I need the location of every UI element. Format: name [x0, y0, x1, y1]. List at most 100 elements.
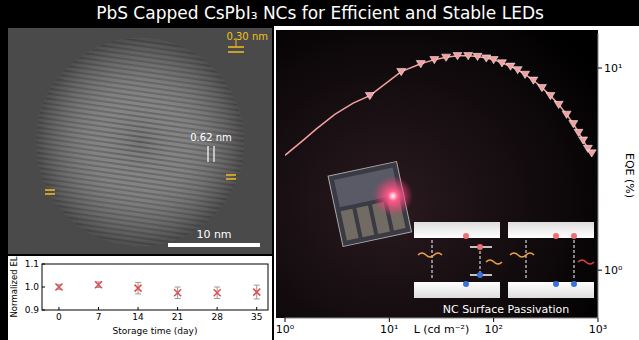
y-axis: [598, 33, 599, 318]
y-tick: [42, 264, 45, 265]
circle: [553, 233, 559, 239]
spacing-mark: [45, 193, 55, 195]
marker: [55, 284, 62, 291]
spacing-mark: [228, 51, 244, 53]
line: [175, 287, 181, 288]
marker: [430, 56, 439, 63]
line: [175, 298, 181, 299]
circle: [571, 233, 577, 239]
nanocrystal: [36, 38, 244, 246]
rect: [341, 209, 359, 241]
led-photo: [276, 30, 598, 318]
error-bar: [135, 282, 141, 294]
x-tick-label: 35: [251, 312, 262, 322]
rect: [508, 222, 594, 238]
x-tick-label: 10¹: [380, 323, 398, 336]
x-tick-label: 28: [211, 312, 223, 322]
circle: [477, 244, 483, 250]
y-tick-label: 10⁰: [604, 264, 623, 277]
marker: [529, 77, 538, 84]
marker: [464, 53, 473, 60]
spacing-mark: [228, 46, 244, 48]
line: [135, 282, 141, 283]
y-axis-title: Normalized EL: [9, 256, 19, 317]
marker: [546, 92, 555, 99]
plot-frame: [42, 264, 268, 310]
line: [432, 240, 433, 280]
spacing-mark: [226, 178, 236, 180]
x-axis-title: Storage time (day): [113, 326, 198, 336]
scale-bar-label: 10 nm: [196, 228, 231, 241]
x-tick: [256, 307, 257, 310]
band-diagram: [414, 222, 502, 298]
led-glow: [373, 176, 413, 216]
y-tick-label: 10¹: [604, 62, 622, 75]
marker: [569, 121, 578, 128]
marker: [513, 67, 522, 74]
spacing-mark: [226, 174, 236, 176]
spacing-mark: [207, 146, 208, 162]
circle: [463, 281, 469, 287]
marker: [521, 71, 530, 78]
x-axis: [285, 318, 598, 319]
x-tick-label: 0: [56, 312, 62, 322]
rect: [508, 282, 594, 298]
diagram-label: NC Surface Passivation: [443, 303, 570, 316]
path: [578, 260, 594, 264]
y-tick: [598, 68, 602, 69]
line: [526, 240, 527, 280]
error-bar: [214, 287, 220, 299]
marker: [442, 54, 451, 61]
x-tick: [138, 307, 139, 310]
marker: [482, 55, 491, 62]
marker: [587, 150, 596, 157]
scale-bar: [168, 243, 260, 247]
y-tick: [598, 270, 602, 271]
marker: [416, 61, 425, 68]
x-tick: [98, 307, 99, 310]
x-axis-title: L (cd m⁻²): [414, 323, 470, 336]
x-tick-label: 14: [132, 312, 144, 322]
line: [254, 285, 260, 286]
spacing-label: 0.62 nm: [190, 132, 232, 143]
line: [574, 240, 575, 280]
error-bar: [254, 285, 260, 299]
x-tick-label: 10³: [589, 323, 607, 336]
x-tick: [598, 318, 599, 322]
band-diagram: [508, 222, 594, 298]
spacing-mark: [213, 146, 214, 162]
line: [254, 298, 260, 299]
marker: [453, 53, 462, 60]
circle: [463, 233, 469, 239]
path: [510, 253, 534, 257]
title: PbS Capped CsPbI₃ NCs for Efficient and …: [96, 3, 544, 23]
marker: [473, 53, 482, 60]
circle: [553, 281, 559, 287]
x-tick: [217, 307, 218, 310]
y-tick: [42, 287, 45, 288]
marker: [537, 84, 546, 91]
line: [480, 246, 481, 276]
x-tick: [493, 318, 494, 322]
marker: [579, 137, 588, 144]
circle: [477, 272, 483, 278]
marker: [95, 281, 102, 288]
marker: [135, 285, 142, 292]
circle: [571, 281, 577, 287]
x-tick: [58, 307, 59, 310]
spacing-mark: [45, 189, 55, 191]
marker: [554, 101, 563, 108]
x-tick-label: 21: [172, 312, 183, 322]
main-marks: [285, 53, 596, 157]
line: [214, 287, 220, 288]
y-tick-label: 1.1: [25, 259, 39, 269]
error-bar: [96, 282, 102, 288]
line: [214, 298, 220, 299]
rect: [414, 282, 500, 298]
x-tick: [389, 318, 390, 322]
canvas: PbS Capped CsPbI₃ NCs for Efficient and …: [0, 0, 639, 340]
error-bar: [175, 287, 181, 299]
line: [285, 56, 592, 156]
y-tick-label: 1.0: [25, 282, 40, 292]
x-tick-label: 10⁰: [276, 323, 295, 336]
